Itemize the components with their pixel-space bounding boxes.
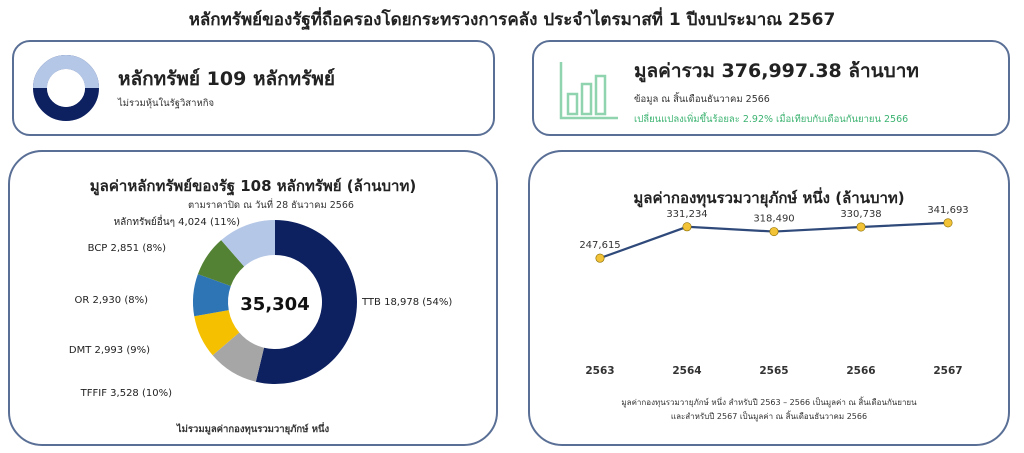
line-point-1 — [682, 222, 692, 232]
x-tick-label-4: 2567 — [933, 365, 962, 377]
donut-slice-label-2: DMT 2,993 (9%) — [69, 345, 150, 356]
line-point-label-3: 330,738 — [840, 209, 881, 220]
securities-count-note: ไม่รวมหุ้นในรัฐวิสาหกิจ — [118, 98, 215, 109]
donut-slice-1 — [212, 332, 265, 382]
donut-slice-0 — [255, 220, 357, 384]
x-tick-label-1: 2564 — [672, 365, 701, 377]
line-point-0 — [595, 253, 605, 263]
fund-value-card: มูลค่ากองทุนรวมวายุภักษ์ หนึ่ง (ล้านบาท)… — [528, 150, 1010, 446]
securities-count-card: หลักทรัพย์ 109 หลักทรัพย์ ไม่รวมหุ้นในรั… — [12, 40, 495, 136]
donut-slice-4 — [197, 240, 245, 287]
line-chart: 247,615 331,234 318,490 330,738 341,693 2563 2… — [579, 205, 968, 377]
total-value-asof: ข้อมูล ณ สิ้นเดือนธันวาคม 2566 — [634, 94, 770, 105]
donut-slice-5 — [221, 220, 275, 267]
line-point-4 — [943, 218, 953, 228]
x-tick-label-3: 2566 — [846, 365, 875, 377]
securities-donut-card: มูลค่าหลักทรัพย์ของรัฐ 108 หลักทรัพย์ (ล… — [8, 150, 498, 446]
securities-count-headline: หลักทรัพย์ 109 หลักทรัพย์ — [118, 68, 336, 90]
donut-footnote: ไม่รวมมูลค่ากองทุนรวมวายุภักษ์ หนึ่ง — [176, 424, 330, 435]
bar-chart-icon — [559, 62, 618, 120]
total-value-headline: มูลค่ารวม 376,997.38 ล้านบาท — [634, 60, 919, 82]
line-point-label-2: 318,490 — [753, 214, 794, 225]
donut-center-value: 35,304 — [240, 294, 310, 315]
total-value-card: มูลค่ารวม 376,997.38 ล้านบาท ข้อมูล ณ สิ… — [532, 40, 1010, 136]
donut-chart: TTB 18,978 (54%) TFFIF 3,528 (10%) DMT 2,9… — [69, 214, 452, 399]
donut-slice-3 — [193, 274, 231, 317]
line-point-label-4: 341,693 — [927, 205, 968, 216]
line-point-2 — [769, 227, 779, 237]
donut-slice-label-4: BCP 2,851 (8%) — [88, 243, 166, 254]
x-tick-label-2: 2565 — [759, 365, 788, 377]
donut-slice-label-0: TTB 18,978 (54%) — [361, 297, 452, 308]
x-tick-label-0: 2563 — [585, 365, 614, 377]
line-note-1: มูลค่ากองทุนรวมวายุภักษ์ หนึ่ง สำหรับปี … — [621, 398, 917, 407]
donut-slice-2 — [194, 310, 240, 356]
line-point-label-1: 331,234 — [666, 209, 707, 220]
donut-slice-label-1: TFFIF 3,528 (10%) — [80, 388, 172, 399]
donut-slice-label-5: หลักทรัพย์อื่นๆ 4,024 (11%) — [114, 214, 241, 228]
donut-slice-label-3: OR 2,930 (8%) — [75, 295, 149, 306]
line-point-label-0: 247,615 — [579, 240, 620, 251]
line-note-2: และสำหรับปี 2567 เป็นมูลค่า ณ สิ้นเดือนธ… — [670, 412, 868, 421]
page-title: หลักทรัพย์ของรัฐที่ถือครองโดยกระทรวงการค… — [188, 10, 836, 30]
line-point-3 — [856, 222, 866, 232]
total-value-change: เปลี่ยนแปลงเพิ่มขึ้นร้อยละ 2.92% เมื่อเท… — [634, 114, 909, 125]
line-chart-title: มูลค่ากองทุนรวมวายุภักษ์ หนึ่ง (ล้านบาท) — [633, 189, 905, 207]
donut-chart-subtitle: ตามราคาปิด ณ วันที่ 28 ธันวาคม 2566 — [188, 200, 354, 211]
donut-chart-title: มูลค่าหลักทรัพย์ของรัฐ 108 หลักทรัพย์ (ล… — [89, 177, 417, 195]
ring-icon — [33, 55, 99, 121]
